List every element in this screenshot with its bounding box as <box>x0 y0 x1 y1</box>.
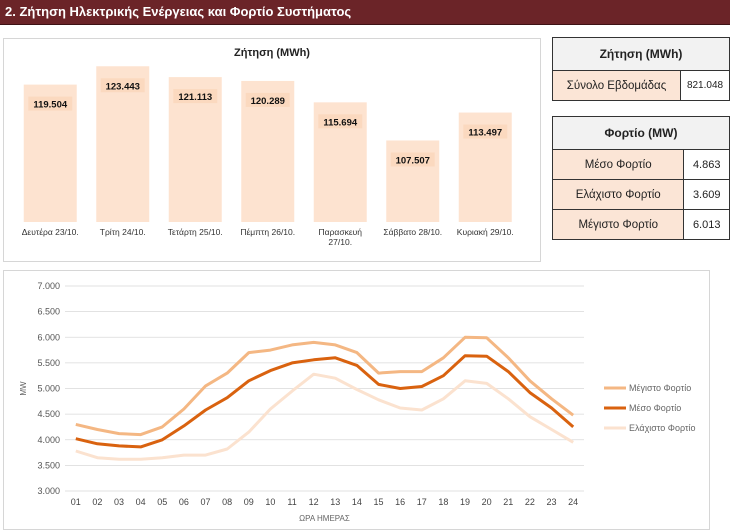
max-load-series-line <box>75 335 575 437</box>
demand-bar-value-label: 119.504 <box>33 100 68 111</box>
x-tick-label: 18 <box>438 497 448 507</box>
demand-bar-label-bg <box>100 78 145 93</box>
y-tick-label: 6.500 <box>37 307 60 317</box>
x-tick-label: 05 <box>157 497 167 507</box>
line-chart: 3.000 3.500 4.000 4.500 5.000 5.500 6.000 6.500… <box>19 281 696 523</box>
y-tick-label: 5.500 <box>37 358 60 368</box>
x-tick-label: 15 <box>374 497 384 507</box>
x-tick-label: 21 <box>503 497 513 507</box>
x-tick-label: 13 <box>330 497 340 507</box>
demand-category-label: Σάββατο 28/10. <box>383 227 442 237</box>
demand-bar-label-bg <box>173 89 218 104</box>
max-load-series-legend-label: Μέγιστο Φορτίο <box>629 383 691 393</box>
demand-bar-value-label: 113.497 <box>468 128 502 139</box>
min-load-label: Ελάχιστο Φορτίο <box>551 179 685 210</box>
x-tick-label: 23 <box>547 497 557 507</box>
weekly-total-label: Σύνολο Εβδομάδας <box>551 70 682 101</box>
x-tick-label: 09 <box>244 497 254 507</box>
demand-bar-label-bg <box>318 114 363 129</box>
avg-load-value: 4.863 <box>683 149 730 180</box>
y-tick-label: 3.000 <box>37 486 60 496</box>
avg-load-series-line <box>75 354 575 449</box>
demand-bar-label-bg <box>28 96 73 111</box>
avg-load-label: Μέσο Φορτίο <box>551 149 685 180</box>
demand-category-label: Πέμπτη 26/10. <box>240 227 295 237</box>
demand-bar-value-label: 115.694 <box>323 117 358 128</box>
y-tick-label: 4.500 <box>37 409 60 419</box>
demand-bar-value-label: 120.289 <box>251 96 285 107</box>
demand-bar-label-bg <box>245 92 290 107</box>
demand-category-label: Τρίτη 24/10. <box>100 227 146 237</box>
weekly-demand-table: Ζήτηση (MWh) Σύνολο Εβδομάδας 821.048 <box>551 37 730 101</box>
x-tick-label: 17 <box>417 497 427 507</box>
x-tick-label: 02 <box>92 497 102 507</box>
demand-bar-label-bg <box>463 124 508 139</box>
x-tick-label: 08 <box>222 497 232 507</box>
demand-category-label: Δευτέρα 23/10. <box>22 227 79 237</box>
max-load-value: 6.013 <box>683 209 730 240</box>
y-axis-label: MW <box>19 381 28 396</box>
demand-bar-value-label: 121.113 <box>178 92 212 103</box>
section-header: 2. Ζήτηση Ηλεκτρικής Ενέργειας και Φορτί… <box>0 0 730 25</box>
min-load-series-line <box>75 372 574 461</box>
x-tick-label: 16 <box>395 497 405 507</box>
x-tick-label: 11 <box>287 497 296 507</box>
y-tick-label: 3.500 <box>37 460 60 470</box>
demand-category-label: Παρασκευή <box>319 227 363 237</box>
demand-category-label: Κυριακή 29/10. <box>457 227 514 237</box>
x-tick-label: 07 <box>201 497 211 507</box>
y-tick-label: 6.000 <box>37 332 60 342</box>
y-tick-label: 4.000 <box>37 435 60 445</box>
weekly-total-value: 821.048 <box>680 70 730 101</box>
bar-chart-title: Ζήτηση (MWh) <box>234 47 310 59</box>
x-tick-label: 20 <box>482 497 492 507</box>
x-tick-label: 24 <box>568 497 578 507</box>
max-load-label: Μέγιστο Φορτίο <box>551 209 685 240</box>
x-tick-label: 10 <box>265 497 275 507</box>
min-load-series-legend-label: Ελάχιστο Φορτίο <box>629 423 696 433</box>
y-tick-label: 7.000 <box>37 281 60 291</box>
x-tick-label: 22 <box>525 497 535 507</box>
demand-bar-chart-panel: Ζήτηση (MWh) 119.504 Δευτέρα 23/10. 123.44… <box>3 38 541 262</box>
x-tick-label: 14 <box>352 497 362 507</box>
load-table-title: Φορτίο (MW) <box>552 116 730 150</box>
x-tick-label: 04 <box>136 497 146 507</box>
min-load-value: 3.609 <box>683 179 730 210</box>
demand-table-title: Ζήτηση (MWh) <box>552 37 730 71</box>
bar-chart: 119.504 Δευτέρα 23/10. 123.443 Τρίτη 24/10.… <box>22 66 514 247</box>
x-tick-label: 19 <box>460 497 470 507</box>
x-tick-label: 12 <box>309 497 319 507</box>
x-tick-label: 03 <box>114 497 124 507</box>
y-tick-label: 5.000 <box>37 384 60 394</box>
demand-bar-value-label: 123.443 <box>106 81 140 92</box>
x-tick-label: 06 <box>179 497 189 507</box>
section-title: 2. Ζήτηση Ηλεκτρικής Ενέργειας και Φορτί… <box>5 4 352 19</box>
avg-load-series-legend-label: Μέσο Φορτίο <box>629 403 681 413</box>
load-table: Φορτίο (MW) Μέσο Φορτίο 4.863 Ελάχιστο Φ… <box>551 116 730 240</box>
demand-category-label: 27/10. <box>328 237 352 247</box>
demand-bar-value-label: 107.507 <box>396 155 430 166</box>
x-tick-label: 01 <box>71 497 81 507</box>
load-line-chart-panel: 3.000 3.500 4.000 4.500 5.000 5.500 6.000 6.500… <box>3 270 710 530</box>
demand-category-label: Τετάρτη 25/10. <box>168 227 223 237</box>
demand-bar-label-bg <box>390 152 435 167</box>
x-axis-label: ΩΡΑ ΗΜΕΡΑΣ <box>299 514 350 523</box>
